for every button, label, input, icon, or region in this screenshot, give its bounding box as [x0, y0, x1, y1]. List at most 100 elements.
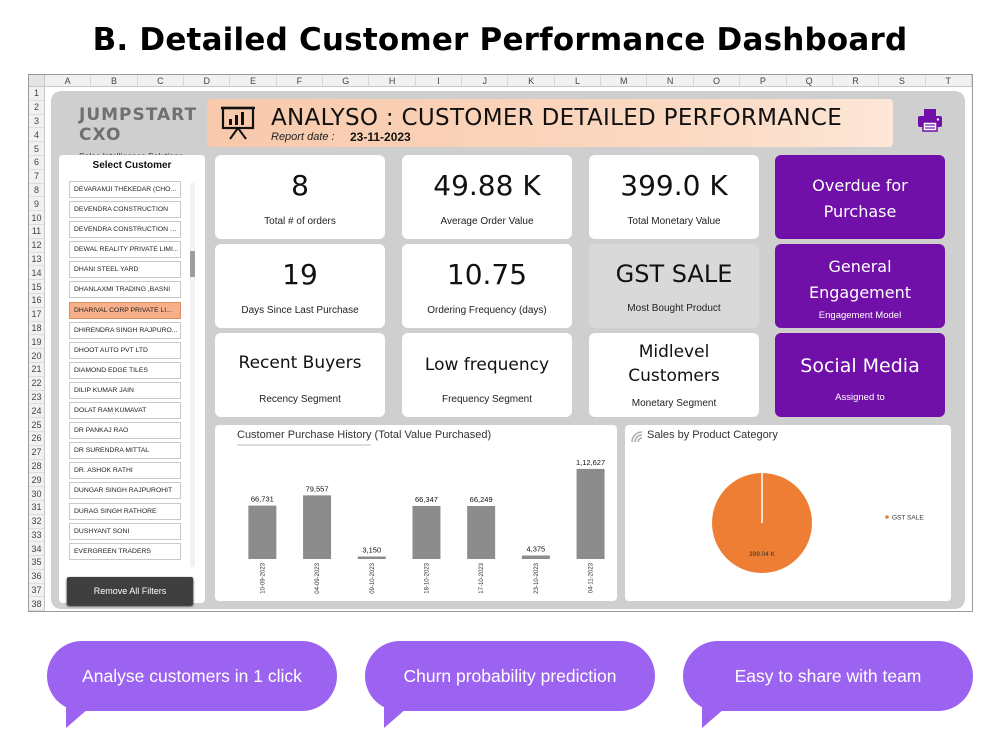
column-header[interactable]: P — [740, 75, 787, 86]
slicer-scrollbar[interactable] — [190, 183, 195, 567]
kpi-value: 399.0 K — [620, 169, 728, 202]
slicer-item[interactable]: DR SURENDRA MITTAL — [69, 442, 181, 460]
row-header[interactable]: 14 — [29, 266, 44, 281]
column-header[interactable]: T — [926, 75, 972, 86]
row-header[interactable]: 26 — [29, 432, 44, 446]
row-header[interactable]: 28 — [29, 460, 44, 474]
slicer-item[interactable]: DEVARAMJI THEKEDAR (CHO... — [69, 181, 181, 198]
column-header[interactable]: D — [184, 75, 231, 86]
column-header[interactable]: R — [833, 75, 880, 86]
column-header[interactable]: Q — [787, 75, 833, 86]
slicer-item[interactable]: DEVENDRA CONSTRUCTION — [69, 201, 181, 219]
row-header[interactable]: 5 — [29, 142, 44, 156]
slicer-item[interactable]: DUSHYANT SONI — [69, 522, 181, 540]
row-header[interactable]: 32 — [29, 515, 44, 529]
column-header[interactable]: F — [277, 75, 324, 86]
select-all-corner[interactable] — [29, 75, 45, 87]
slicer-item[interactable]: DHANI STEEL YARD — [69, 261, 181, 279]
row-header[interactable]: 3 — [29, 115, 44, 129]
row-header[interactable]: 22 — [29, 377, 44, 391]
slicer-item[interactable]: DOLAT RAM KUMAVAT — [69, 402, 181, 420]
kpi-value: 19 — [282, 258, 318, 291]
row-header[interactable]: 4 — [29, 128, 44, 143]
column-header[interactable]: G — [323, 75, 370, 86]
row-header[interactable]: 10 — [29, 211, 44, 225]
column-header[interactable]: A — [45, 75, 92, 86]
bubble-churn: Churn probability prediction — [365, 641, 655, 711]
row-header[interactable]: 17 — [29, 308, 44, 322]
row-header[interactable]: 33 — [29, 529, 44, 543]
slicer-scroll-thumb[interactable] — [190, 251, 195, 277]
row-header[interactable]: 30 — [29, 487, 44, 501]
column-header[interactable]: C — [138, 75, 185, 86]
column-header[interactable]: M — [601, 75, 648, 86]
column-header[interactable]: I — [416, 75, 463, 86]
row-header[interactable]: 35 — [29, 556, 44, 570]
column-header[interactable]: L — [555, 75, 602, 86]
column-header[interactable]: O — [694, 75, 741, 86]
slicer-item[interactable]: DHIRENDRA SINGH RAJPURO... — [69, 321, 181, 339]
kpi-value: Low frequency — [424, 355, 550, 375]
row-header[interactable]: 29 — [29, 473, 44, 488]
slicer-item[interactable]: DURAG SINGH RATHORE — [69, 502, 181, 520]
column-header[interactable]: N — [647, 75, 694, 86]
row-header[interactable]: 1 — [29, 87, 44, 101]
kpi-label: Days Since Last Purchase — [241, 305, 359, 316]
bar-chart-title: Customer Purchase History (Total Value P… — [237, 429, 492, 441]
x-tick-label: 18-10-2023 — [424, 562, 430, 593]
row-header[interactable]: 8 — [29, 184, 44, 198]
column-header[interactable]: H — [369, 75, 416, 86]
row-header[interactable]: 37 — [29, 584, 44, 598]
slicer-item[interactable]: DEWAL REALITY PRIVATE LIMI... — [69, 241, 181, 259]
row-header[interactable]: 13 — [29, 253, 44, 267]
bar — [412, 505, 441, 559]
row-header[interactable]: 9 — [29, 197, 44, 212]
row-header[interactable]: 24 — [29, 404, 44, 419]
row-header[interactable]: 18 — [29, 322, 44, 336]
row-header[interactable]: 21 — [29, 363, 44, 377]
row-header[interactable]: 38 — [29, 597, 44, 611]
row-header[interactable]: 23 — [29, 391, 44, 405]
column-header[interactable]: B — [91, 75, 138, 86]
x-tick-label: 09-10-2023 — [370, 562, 376, 593]
purchase-history-chart: Customer Purchase History (Total Value P… — [215, 425, 617, 601]
slicer-item[interactable]: DR PANKAJ RAO — [69, 422, 181, 440]
column-header[interactable]: J — [462, 75, 509, 86]
page-title: B. Detailed Customer Performance Dashboa… — [92, 22, 908, 58]
column-header[interactable]: E — [230, 75, 277, 86]
slicer-item[interactable]: EVERGREEN TRADERS — [69, 542, 181, 560]
printer-icon[interactable] — [917, 108, 943, 132]
remove-all-filters-button[interactable]: Remove All Filters — [67, 577, 193, 605]
row-header[interactable]: 6 — [29, 156, 44, 170]
kpi-label: Engagement Model — [818, 310, 902, 321]
signal-icon — [631, 431, 643, 443]
slicer-item[interactable]: DHARIVAL CORP PRIVATE LI... — [69, 301, 181, 319]
slicer-item[interactable]: DHOOT AUTO PVT LTD — [69, 341, 181, 359]
column-header[interactable]: S — [879, 75, 926, 86]
row-header[interactable]: 15 — [29, 280, 44, 294]
slicer-item[interactable]: DIAMOND EDGE TILES — [69, 361, 181, 379]
row-header[interactable]: 20 — [29, 349, 44, 363]
slicer-item[interactable]: DR. ASHOK RATHI — [69, 462, 181, 480]
row-header[interactable]: 25 — [29, 418, 44, 432]
legend-marker — [885, 515, 889, 519]
row-header[interactable]: 36 — [29, 570, 44, 584]
row-header[interactable]: 16 — [29, 294, 44, 308]
row-header[interactable]: 12 — [29, 239, 44, 253]
row-header[interactable]: 27 — [29, 446, 44, 460]
row-header[interactable]: 11 — [29, 225, 44, 239]
row-header[interactable]: 7 — [29, 170, 44, 184]
slicer-item[interactable]: DILIP KUMAR JAIN — [69, 381, 181, 399]
slicer-item[interactable]: DEVENDRA CONSTRUCTION CO — [69, 221, 181, 239]
customer-slicer: Select Customer DEVARAMJI THEKEDAR (CHO.… — [59, 155, 205, 603]
column-header[interactable]: K — [508, 75, 555, 86]
slicer-item[interactable]: DUNGAR SINGH RAJPUROHIT — [69, 482, 181, 500]
slicer-item[interactable]: DHANLAXMI TRADING ,BASNI — [69, 281, 181, 299]
kpi-value: Recent Buyers — [238, 353, 362, 373]
row-header[interactable]: 31 — [29, 501, 44, 515]
row-header[interactable]: 19 — [29, 335, 44, 350]
kpi-label: Total Monetary Value — [627, 216, 721, 227]
row-header[interactable]: 2 — [29, 101, 44, 115]
row-header[interactable]: 34 — [29, 542, 44, 557]
